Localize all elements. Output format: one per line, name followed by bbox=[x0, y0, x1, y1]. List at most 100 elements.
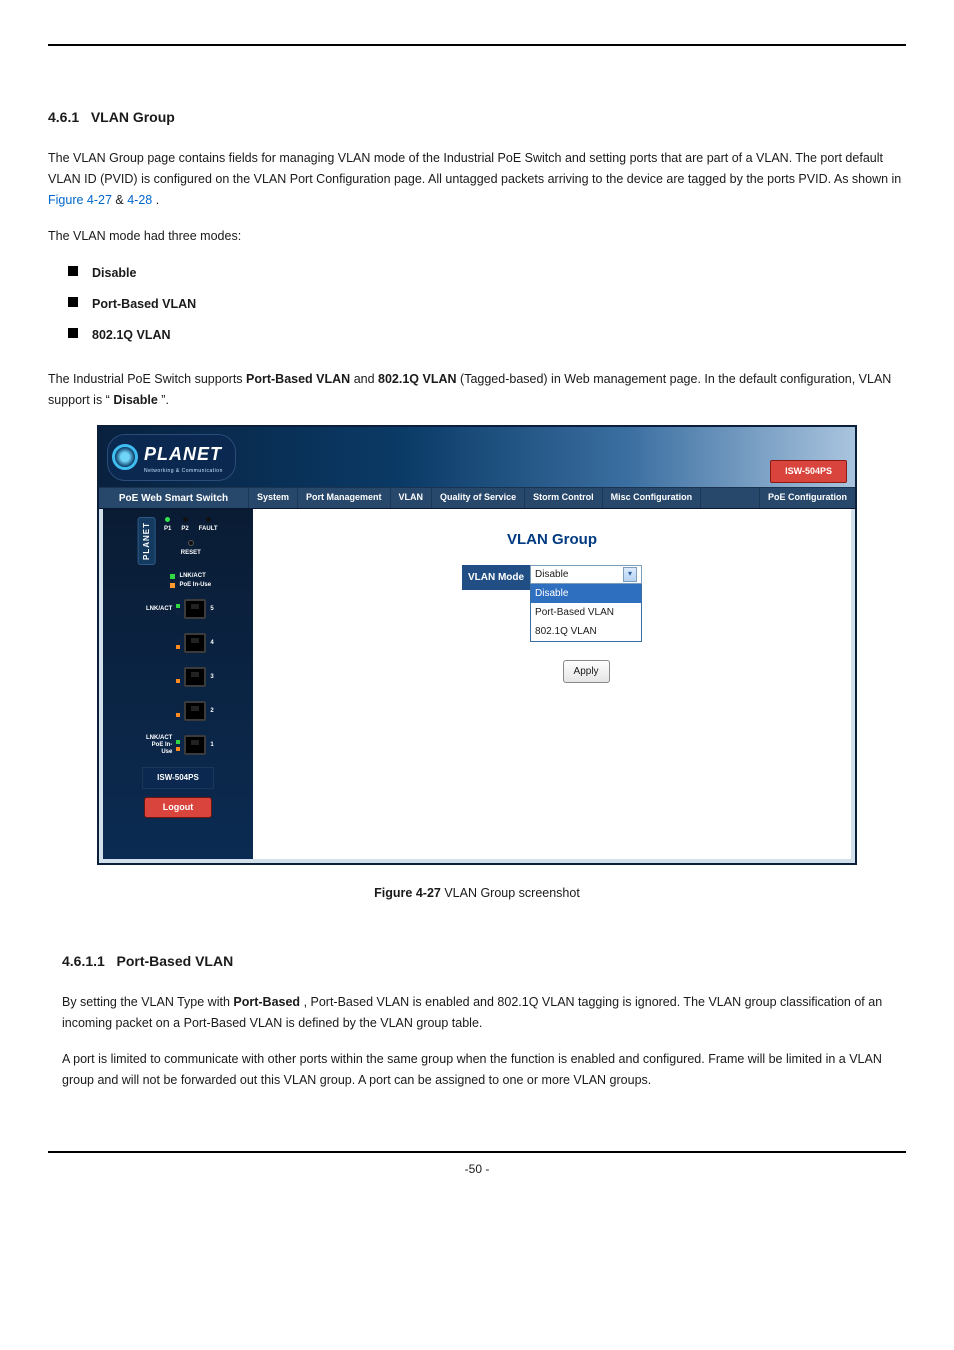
port-2-poe-led bbox=[176, 713, 180, 717]
port-1: LNK/ACTPoE In-Use 1 bbox=[142, 735, 213, 755]
legend-lnkact: LNK/ACT bbox=[179, 572, 205, 580]
menubar: PoE Web Smart Switch System Port Managem… bbox=[99, 487, 855, 509]
vlan-mode-dropdown: Disable Port-Based VLAN 802.1Q VLAN bbox=[530, 584, 642, 642]
menu-storm-control[interactable]: Storm Control bbox=[525, 488, 603, 508]
led-p1 bbox=[165, 517, 170, 522]
port-3-lnk-led bbox=[176, 672, 180, 676]
port-5-label: LNK/ACT bbox=[142, 606, 172, 613]
menu-misc-config[interactable]: Misc Configuration bbox=[603, 488, 702, 508]
port-3-number: 3 bbox=[210, 672, 213, 682]
port-5-number: 5 bbox=[210, 604, 213, 614]
logout-button[interactable]: Logout bbox=[144, 797, 213, 818]
vlan-option-8021q[interactable]: 802.1Q VLAN bbox=[531, 622, 641, 641]
port-4-jack-icon bbox=[184, 633, 206, 653]
port-5-leds bbox=[176, 604, 180, 615]
port-5-poe-led bbox=[176, 611, 180, 615]
port-5: LNK/ACT 5 bbox=[142, 599, 213, 619]
vlan-option-port-based[interactable]: Port-Based VLAN bbox=[531, 603, 641, 622]
menu-poe-config[interactable]: PoE Configuration bbox=[759, 488, 855, 508]
port-1-leds bbox=[176, 740, 180, 751]
support-paragraph: The Industrial PoE Switch supports Port-… bbox=[48, 369, 906, 412]
device-model-label: ISW-504PS bbox=[142, 767, 214, 789]
device-ports: LNK/ACT 5 4 3 2 LNK/ACTPoE In-Use 1 bbox=[142, 599, 213, 755]
port-1-lnk-led bbox=[176, 740, 180, 744]
port-5-jack-icon bbox=[184, 599, 206, 619]
header-rule bbox=[48, 14, 906, 46]
port-1-number: 1 bbox=[210, 740, 213, 750]
p1-b: Port-Based bbox=[233, 995, 300, 1009]
p1-a: By setting the VLAN Type with bbox=[62, 995, 233, 1009]
vlan-option-disable[interactable]: Disable bbox=[531, 584, 641, 603]
vlan-mode-selected: Disable bbox=[535, 566, 568, 583]
port-2-lnk-led bbox=[176, 706, 180, 710]
device-legend: LNK/ACT PoE In-Use bbox=[170, 572, 211, 589]
port-3-jack-icon bbox=[184, 667, 206, 687]
led-p1-label: P1 bbox=[164, 526, 171, 532]
vlan-group-screenshot: PLANET Networking & Communication ISW-50… bbox=[97, 425, 857, 865]
main-content: VLAN Group VLAN Mode Disable ▾ Disable P… bbox=[253, 509, 851, 859]
bullet-disable: Disable bbox=[92, 266, 136, 280]
port-3-poe-led bbox=[176, 679, 180, 683]
figure-text: VLAN Group screenshot bbox=[444, 886, 580, 900]
port-1-label: LNK/ACTPoE In-Use bbox=[142, 735, 172, 755]
logo-text: PLANET bbox=[144, 439, 223, 470]
modes-list: Disable Port-Based VLAN 802.1Q VLAN bbox=[68, 263, 906, 347]
vlan-mode-select[interactable]: Disable ▾ Disable Port-Based VLAN 802.1Q… bbox=[530, 565, 642, 683]
legend-lnkact-icon bbox=[170, 574, 175, 579]
device-reset: RESET bbox=[181, 540, 201, 558]
section2-title: Port-Based VLAN bbox=[117, 953, 234, 969]
support-b: Port-Based VLAN bbox=[246, 372, 350, 386]
led-fault bbox=[206, 517, 211, 522]
menubar-side-title: PoE Web Smart Switch bbox=[99, 488, 249, 508]
section-num: 4.6.1 bbox=[48, 109, 79, 125]
port-4: 4 bbox=[142, 633, 213, 653]
portbased-p1: By setting the VLAN Type with Port-Based… bbox=[62, 992, 906, 1035]
menu-system[interactable]: System bbox=[249, 488, 298, 508]
bullet-8021q: 802.1Q VLAN bbox=[92, 328, 171, 342]
led-p2 bbox=[183, 517, 188, 522]
logo: PLANET Networking & Communication bbox=[107, 434, 236, 481]
device-status-leds: P1 P2 FAULT bbox=[164, 517, 218, 534]
port-2-leds bbox=[176, 706, 180, 717]
intro-text-a: The VLAN Group page contains fields for … bbox=[48, 151, 901, 186]
section-title-text: VLAN Group bbox=[91, 109, 175, 125]
support-c: and bbox=[354, 372, 378, 386]
vlan-group-title: VLAN Group bbox=[263, 527, 841, 553]
menu-port-management[interactable]: Port Management bbox=[298, 488, 391, 508]
section-heading-4-6-1: 4.6.1 VLAN Group bbox=[48, 106, 906, 130]
menu-qos[interactable]: Quality of Service bbox=[432, 488, 525, 508]
port-4-poe-led bbox=[176, 645, 180, 649]
model-badge: ISW-504PS bbox=[770, 460, 847, 483]
port-3-leds bbox=[176, 672, 180, 683]
support-d: 802.1Q VLAN bbox=[378, 372, 457, 386]
banner: PLANET Networking & Communication ISW-50… bbox=[99, 427, 855, 487]
link-figure-4-27[interactable]: Figure 4-27 bbox=[48, 193, 112, 207]
device-brand-vertical: PLANET bbox=[138, 517, 156, 565]
port-2: 2 bbox=[142, 701, 213, 721]
led-fault-label: FAULT bbox=[199, 526, 218, 532]
port-4-lnk-led bbox=[176, 638, 180, 642]
bullet-port-based: Port-Based VLAN bbox=[92, 297, 196, 311]
port-1-poe-led bbox=[176, 747, 180, 751]
port-3: 3 bbox=[142, 667, 213, 687]
led-p2-label: P2 bbox=[181, 526, 188, 532]
modes-lead: The VLAN mode had three modes: bbox=[48, 226, 906, 247]
port-1-jack-icon bbox=[184, 735, 206, 755]
support-f: Disable bbox=[113, 393, 157, 407]
legend-poe: PoE In-Use bbox=[179, 581, 211, 589]
legend-poe-icon bbox=[170, 583, 175, 588]
section2-num: 4.6.1.1 bbox=[62, 953, 105, 969]
port-2-number: 2 bbox=[210, 706, 213, 716]
page-number: -50 - bbox=[48, 1153, 906, 1199]
vlan-mode-label: VLAN Mode bbox=[462, 565, 530, 590]
apply-button[interactable]: Apply bbox=[563, 660, 610, 683]
intro-tail: . bbox=[156, 193, 159, 207]
portbased-p2: A port is limited to communicate with ot… bbox=[62, 1049, 906, 1092]
reset-label: RESET bbox=[181, 550, 201, 556]
port-5-lnk-led bbox=[176, 604, 180, 608]
chevron-down-icon[interactable]: ▾ bbox=[623, 567, 637, 582]
figure-label: Figure 4-27 bbox=[374, 886, 441, 900]
menu-vlan[interactable]: VLAN bbox=[391, 488, 433, 508]
section-heading-4-6-1-1: 4.6.1.1 Port-Based VLAN bbox=[62, 950, 906, 974]
link-figure-4-28[interactable]: 4-28 bbox=[127, 193, 152, 207]
